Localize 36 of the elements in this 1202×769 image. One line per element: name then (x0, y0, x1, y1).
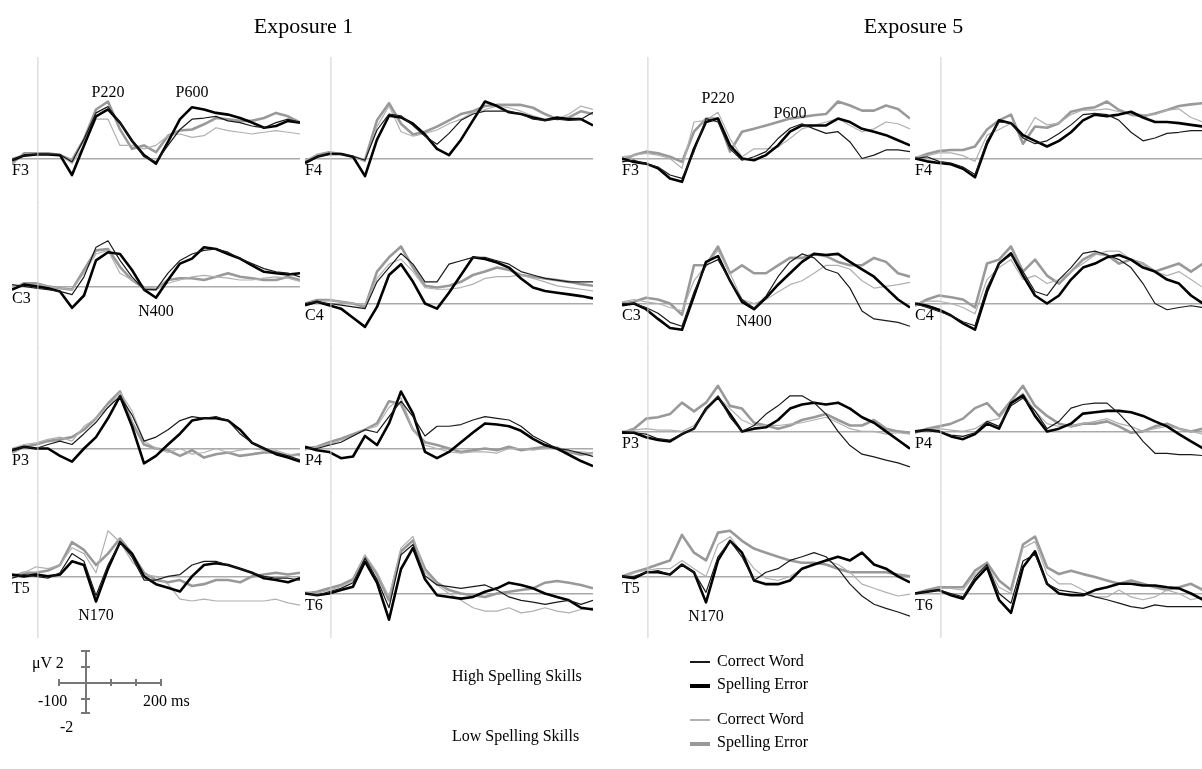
annotation: P220 (701, 88, 735, 106)
annotation: N400 (736, 312, 772, 330)
x-axis-title: P3 (622, 433, 639, 451)
text: -100 (38, 692, 68, 710)
text: Correct Word (717, 652, 804, 670)
text: -2 (60, 718, 74, 736)
text: High Spelling Skills (452, 667, 582, 685)
text: Spelling Error (717, 675, 809, 693)
x-axis-title: C3 (12, 288, 31, 306)
text: Correct Word (717, 710, 804, 728)
x-axis-title: F4 (915, 160, 932, 178)
text: Low Spelling Skills (452, 727, 580, 745)
x-axis-title: P4 (915, 433, 932, 451)
x-axis-title: C4 (305, 305, 324, 323)
annotation: P600 (175, 83, 209, 101)
annotation: N170 (78, 605, 114, 623)
x-axis-title: P3 (12, 450, 29, 468)
x-axis-title: T6 (915, 595, 933, 613)
annotation: N400 (138, 302, 174, 319)
annotation: P600 (773, 104, 807, 122)
chart-title: Exposure 5 (862, 13, 965, 39)
annotation: N170 (688, 606, 724, 624)
x-axis-title: T5 (622, 578, 640, 596)
x-axis-title: C4 (915, 305, 934, 323)
text: 200 ms (143, 692, 190, 710)
chart-title: Exposure 1 (252, 13, 355, 39)
x-axis-title: F3 (12, 160, 29, 178)
text: Spelling Error (717, 733, 809, 751)
x-axis-title: C3 (622, 305, 641, 323)
x-axis-title: T6 (305, 595, 323, 613)
x-axis-title: T5 (12, 578, 30, 596)
x-axis-title: F4 (305, 160, 322, 178)
x-axis-title: P4 (305, 450, 322, 468)
annotation: P220 (91, 82, 125, 100)
x-axis-title: F3 (622, 160, 639, 178)
text: μV 2 (32, 654, 64, 672)
